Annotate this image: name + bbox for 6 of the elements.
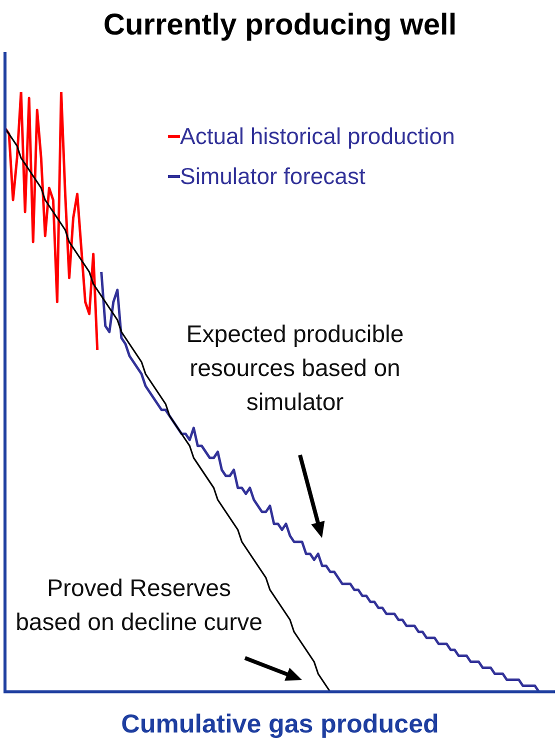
legend-label: Simulator forecast	[180, 162, 366, 190]
x-axis-title: Cumulative gas produced	[121, 708, 439, 739]
annotation: Proved Reserves based on decline curve	[14, 574, 264, 638]
chart-title: Currently producing well	[103, 8, 457, 42]
legend-label: Actual historical production	[180, 122, 455, 150]
annotation: Expected producible resources based on simulator	[185, 320, 405, 418]
